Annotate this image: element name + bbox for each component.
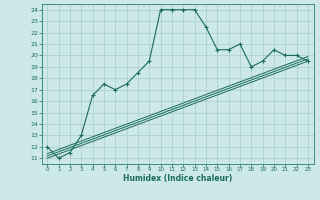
- X-axis label: Humidex (Indice chaleur): Humidex (Indice chaleur): [123, 174, 232, 183]
